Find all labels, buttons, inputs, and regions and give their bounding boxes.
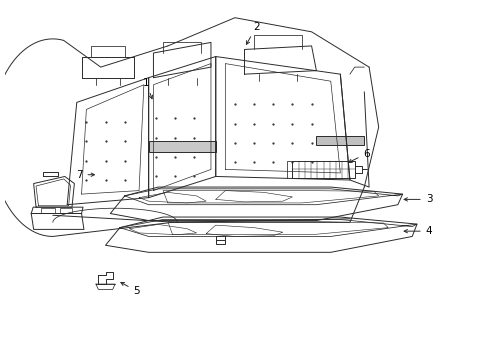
Text: 5: 5	[121, 282, 140, 296]
Text: 6: 6	[348, 149, 369, 162]
Text: 1: 1	[142, 78, 152, 99]
Text: 4: 4	[403, 226, 431, 236]
Bar	[316, 136, 364, 145]
Text: 3: 3	[403, 194, 431, 204]
Text: 7: 7	[76, 170, 94, 180]
Bar	[292, 161, 354, 178]
Bar	[148, 141, 215, 152]
Text: 2: 2	[246, 22, 259, 44]
